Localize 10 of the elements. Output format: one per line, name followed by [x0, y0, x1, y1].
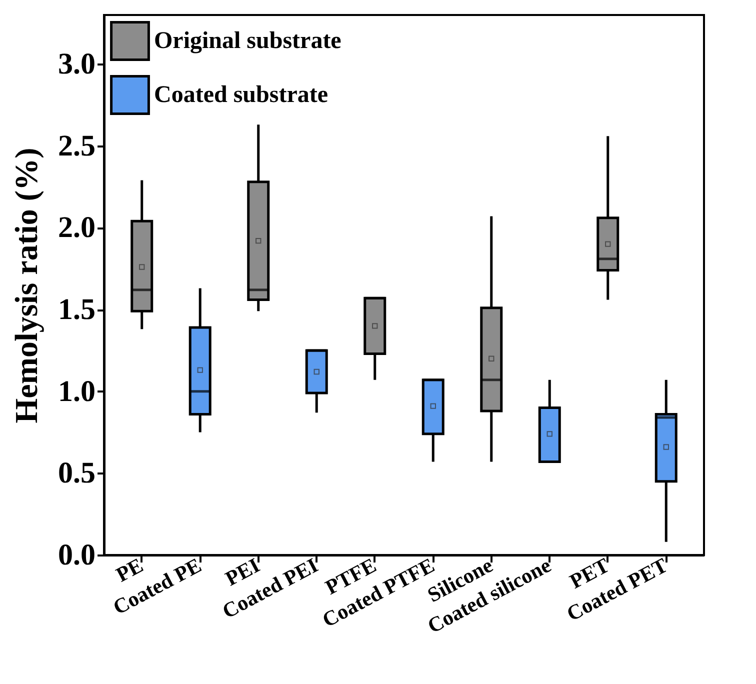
y-tick-label: 1.0 [58, 374, 96, 408]
legend-label: Coated substrate [154, 82, 328, 108]
y-tick-label: 2.0 [58, 211, 96, 244]
y-tick-label: 1.5 [58, 293, 96, 326]
y-axis-title: Hemolysis ratio (%) [8, 148, 44, 424]
y-tick-label: 0.5 [58, 456, 96, 490]
legend-label: Original substrate [154, 28, 342, 54]
y-tick-label: 0.0 [58, 538, 96, 572]
y-tick-label: 2.5 [58, 129, 96, 162]
y-tick-label: 3.0 [58, 48, 96, 81]
